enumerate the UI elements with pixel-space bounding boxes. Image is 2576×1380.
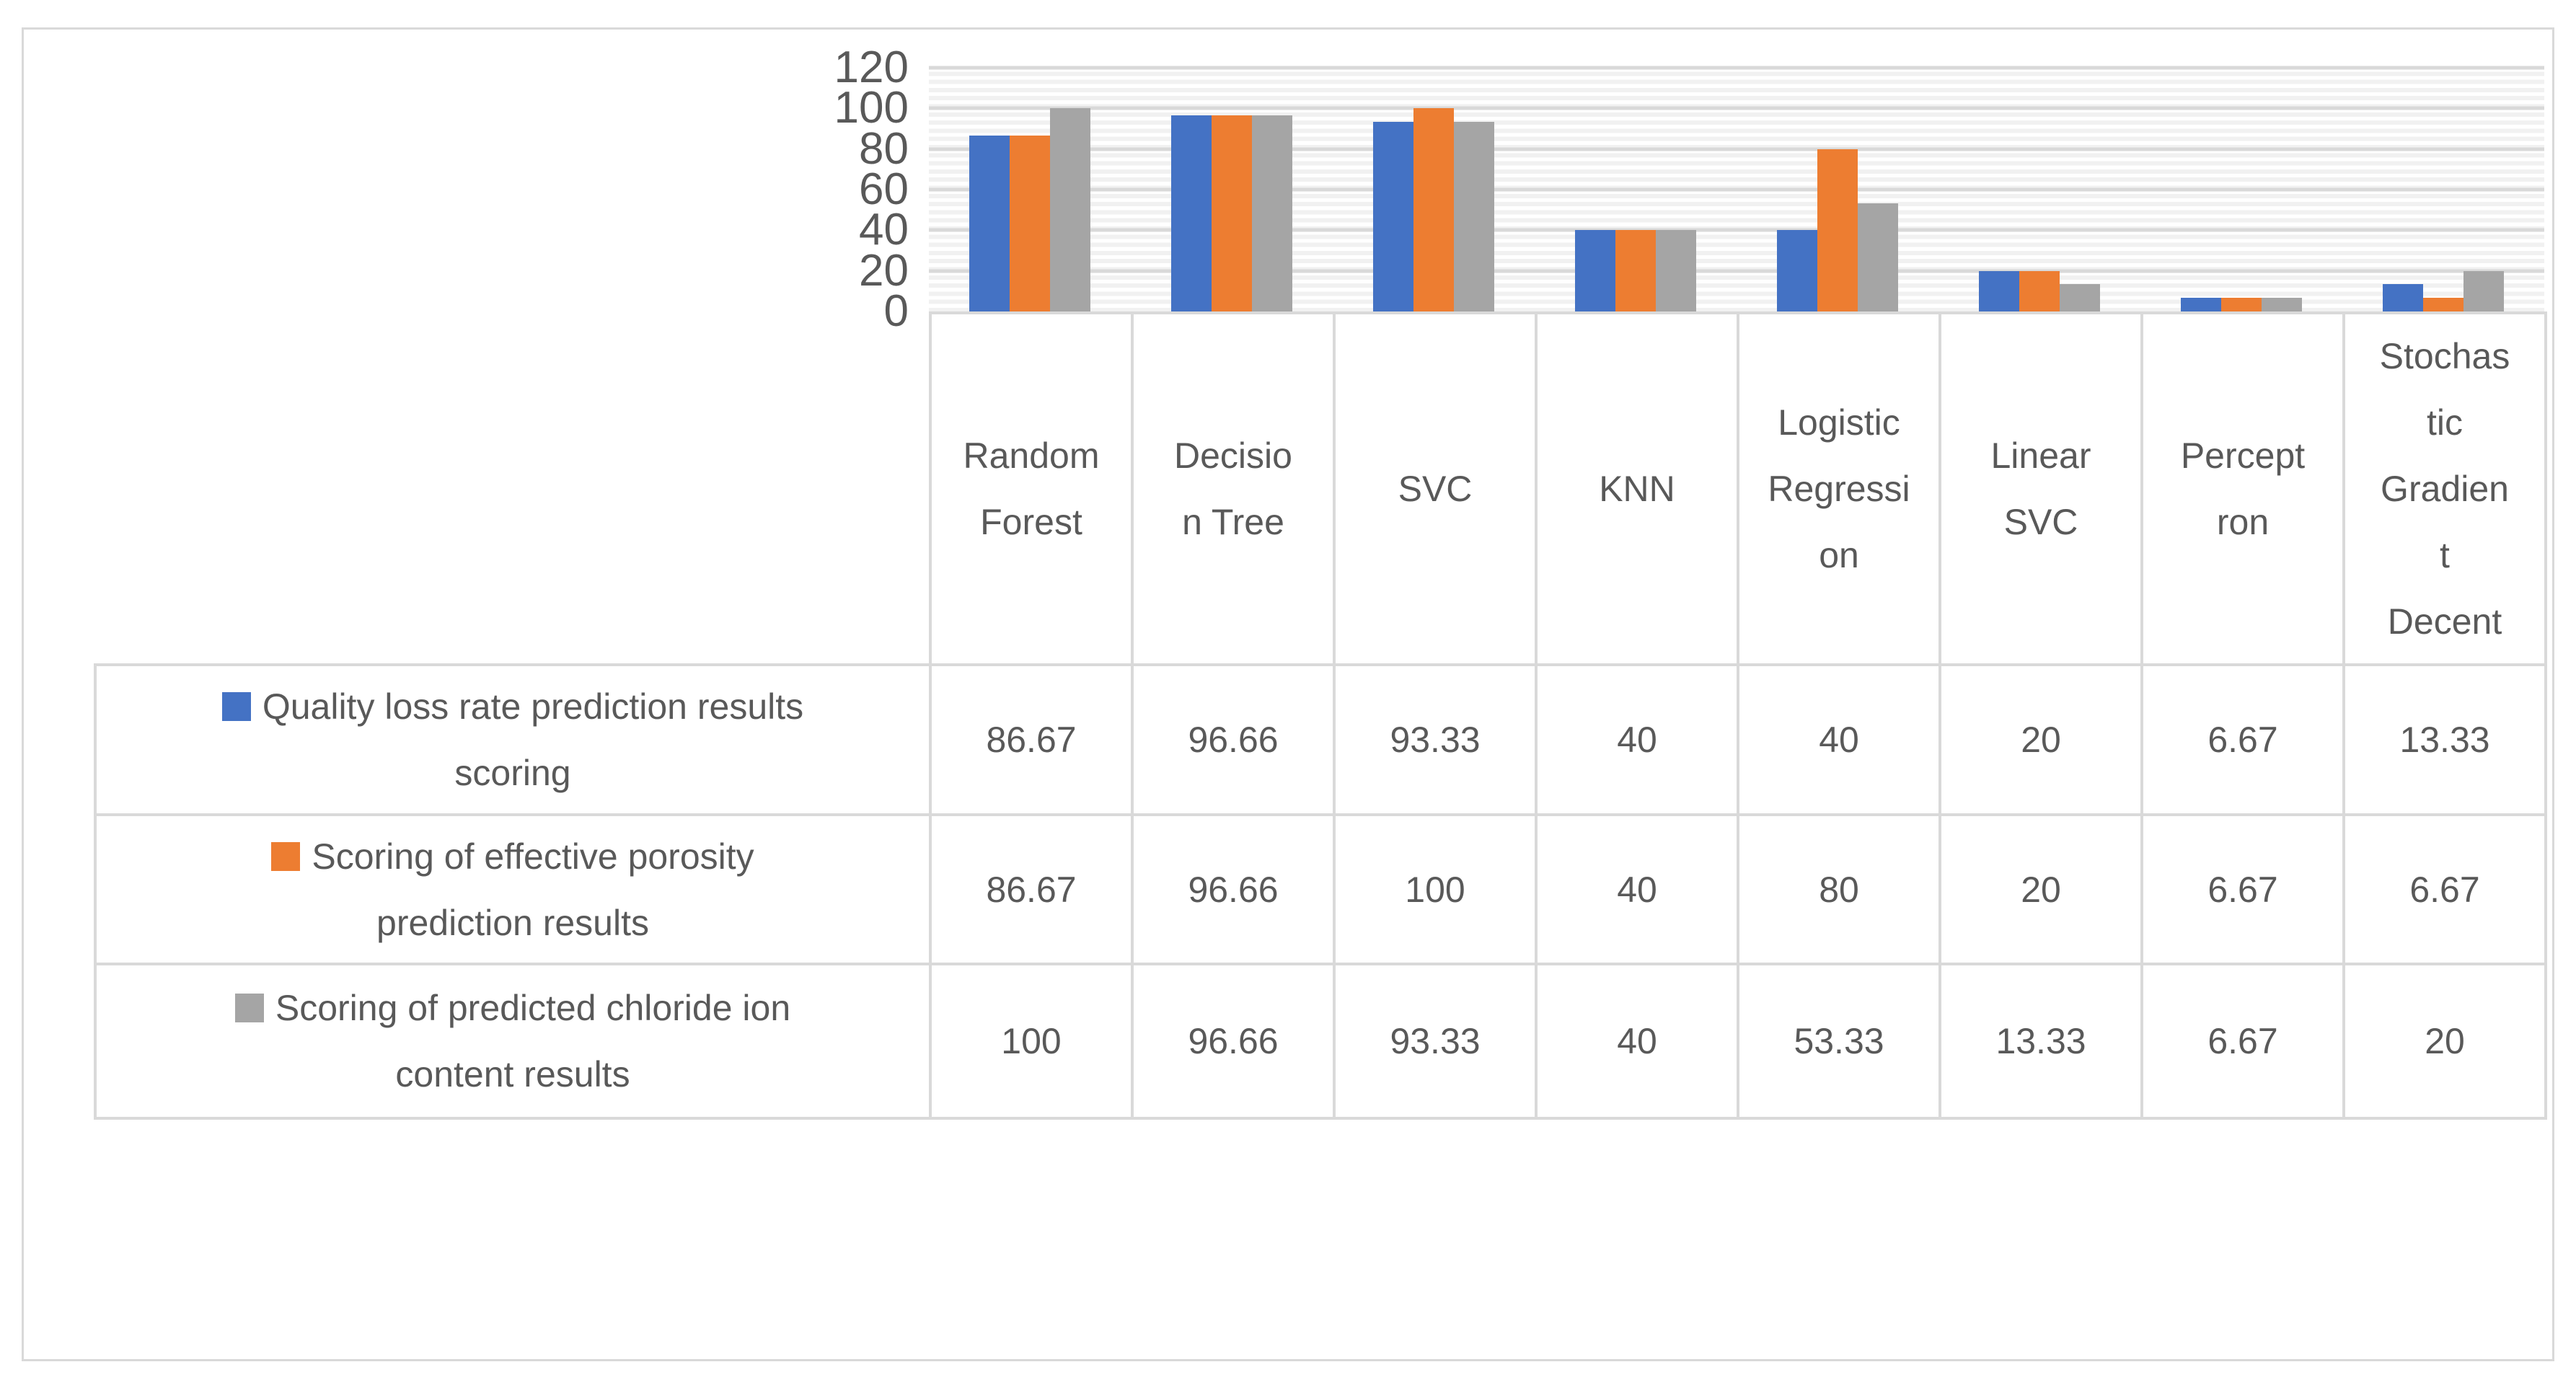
major-gridline — [929, 228, 2544, 232]
bar-series3 — [1858, 203, 1898, 311]
major-gridline — [929, 106, 2544, 110]
value-cell: 96.66 — [1131, 813, 1336, 965]
bar-series1 — [2383, 284, 2423, 311]
table-row: Scoring of effective porosity prediction… — [94, 813, 2547, 965]
bar-cluster — [2140, 68, 2342, 311]
bar-series3 — [1252, 115, 1292, 311]
value-cell: 96.66 — [1131, 963, 1336, 1120]
major-gridline — [929, 66, 2544, 70]
y-axis-tick-label: 0 — [883, 286, 909, 336]
bar-cluster — [929, 68, 1131, 311]
bar-series1 — [1171, 115, 1212, 311]
bar-series1 — [1979, 270, 2019, 311]
bar-series1 — [1575, 230, 1615, 311]
value-cell: 86.67 — [929, 663, 1134, 816]
major-gridline — [929, 147, 2544, 151]
major-gridline — [929, 269, 2544, 273]
value-cell: 6.67 — [2140, 963, 2345, 1120]
category-header-cell: Stochas tic Gradien t Decent — [2342, 311, 2547, 666]
y-axis-tick-label: 40 — [859, 205, 909, 255]
legend-label: Scoring of predicted chloride ion conten… — [275, 988, 791, 1094]
category-header-cell: Random Forest — [929, 311, 1134, 666]
bar-cluster — [1737, 68, 1938, 311]
chart-plot-area — [929, 66, 2544, 311]
legend-swatch-icon — [234, 994, 264, 1022]
y-axis-tick-label: 120 — [834, 43, 909, 92]
bar-series2 — [1615, 230, 1656, 311]
value-cell: 20 — [2342, 963, 2547, 1120]
y-axis-tick-label: 60 — [859, 164, 909, 214]
table-corner-spacer — [95, 313, 930, 665]
legend-key-cell: Scoring of effective porosity prediction… — [94, 813, 932, 965]
value-cell: 20 — [1938, 813, 2143, 965]
value-cell: 6.67 — [2342, 813, 2547, 965]
category-header-cell: SVC — [1333, 311, 1538, 666]
table-row: Scoring of predicted chloride ion conten… — [94, 963, 2547, 1120]
bar-series2 — [2019, 270, 2060, 311]
value-cell: 100 — [1333, 813, 1538, 965]
value-cell: 40 — [1535, 663, 1739, 816]
value-cell: 13.33 — [1938, 963, 2143, 1120]
legend-label: Scoring of effective porosity prediction… — [312, 836, 754, 943]
bar-cluster — [2342, 68, 2544, 311]
value-cell: 40 — [1737, 663, 1941, 816]
bar-series1 — [2181, 298, 2221, 311]
bar-series3 — [1050, 108, 1090, 311]
category-header-cell: Logistic Regressi on — [1737, 311, 1941, 666]
bar-cluster — [1535, 68, 1737, 311]
value-cell: 6.67 — [2140, 663, 2345, 816]
value-cell: 100 — [929, 963, 1134, 1120]
bar-series3 — [1656, 230, 1696, 311]
legend-key-cell: Scoring of predicted chloride ion conten… — [94, 963, 932, 1120]
y-axis-tick-label: 80 — [859, 123, 909, 174]
value-cell: 86.67 — [929, 813, 1134, 965]
bar-series3 — [2262, 298, 2302, 311]
bar-series3 — [2463, 270, 2504, 311]
category-header-cell: Linear SVC — [1938, 311, 2143, 666]
bar-cluster — [1333, 68, 1535, 311]
bar-series2 — [1010, 135, 1050, 311]
value-cell: 6.67 — [2140, 813, 2345, 965]
bar-series2 — [2423, 298, 2463, 311]
value-cell: 93.33 — [1333, 963, 1538, 1120]
legend-label: Quality loss rate prediction results sco… — [262, 686, 804, 793]
bar-series2 — [1212, 115, 1252, 311]
bar-series1 — [969, 135, 1010, 311]
major-gridline — [929, 187, 2544, 192]
bar-cluster — [1131, 68, 1333, 311]
figure-border — [22, 27, 2554, 1361]
value-cell: 53.33 — [1737, 963, 1941, 1120]
bar-series1 — [1373, 122, 1413, 311]
bar-series2 — [1817, 149, 1858, 311]
value-cell: 93.33 — [1333, 663, 1538, 816]
bar-series1 — [1777, 230, 1817, 311]
value-cell: 40 — [1535, 963, 1739, 1120]
value-cell: 96.66 — [1131, 663, 1336, 816]
bar-clusters — [929, 68, 2544, 311]
category-header-cell: Decisio n Tree — [1131, 311, 1336, 666]
bar-series2 — [2221, 298, 2262, 311]
value-cell: 80 — [1737, 813, 1941, 965]
bar-cluster — [1938, 68, 2140, 311]
bar-series3 — [1454, 122, 1494, 311]
legend-swatch-icon — [221, 692, 251, 721]
y-axis-tick-label: 100 — [834, 83, 909, 133]
bar-series2 — [1413, 108, 1454, 311]
table-row: Quality loss rate prediction results sco… — [94, 663, 2547, 816]
legend-swatch-icon — [271, 841, 301, 871]
legend-key-cell: Quality loss rate prediction results sco… — [94, 663, 932, 816]
category-header-cell: KNN — [1535, 311, 1739, 666]
category-header-cell: Percept ron — [2140, 311, 2345, 666]
value-cell: 20 — [1938, 663, 2143, 816]
value-cell: 13.33 — [2342, 663, 2547, 816]
value-cell: 40 — [1535, 813, 1739, 965]
bar-series3 — [2060, 284, 2100, 311]
data-table: Random Forest Decisio n Tree SVC KNN Logisti… — [94, 311, 2547, 1120]
y-axis-tick-label: 20 — [859, 245, 909, 296]
